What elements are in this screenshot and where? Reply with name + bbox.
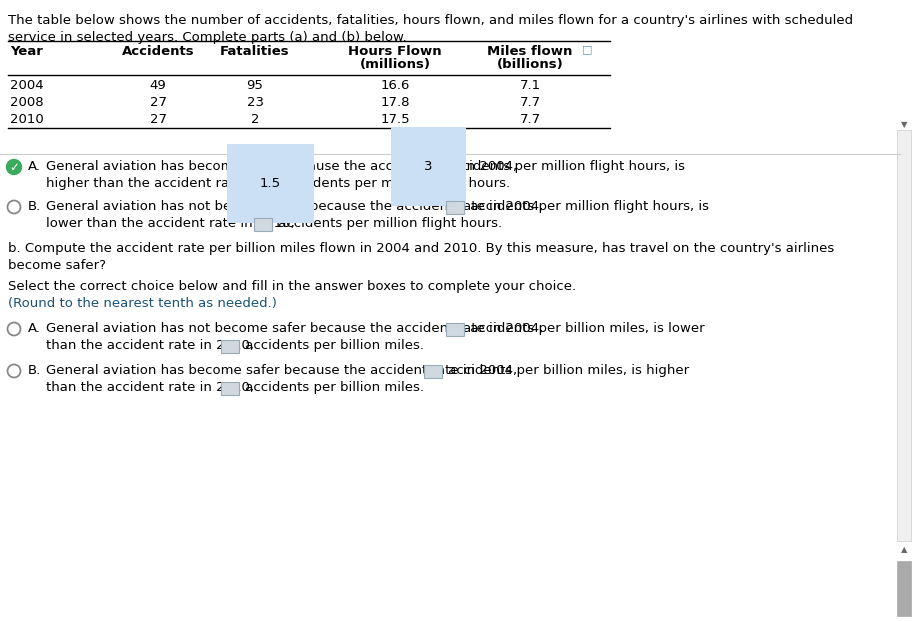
Text: 17.8: 17.8 xyxy=(380,96,410,109)
FancyBboxPatch shape xyxy=(221,382,239,395)
Text: ▲: ▲ xyxy=(901,545,907,554)
FancyBboxPatch shape xyxy=(416,134,460,151)
Text: 1.5: 1.5 xyxy=(260,177,281,190)
Text: service in selected years. Complete parts (a) and (b) below.: service in selected years. Complete part… xyxy=(8,31,407,44)
Text: 49: 49 xyxy=(149,79,167,92)
Text: □: □ xyxy=(582,44,592,54)
Text: accidents per million flight hours.: accidents per million flight hours. xyxy=(274,217,502,230)
Text: (millions): (millions) xyxy=(359,58,430,71)
Circle shape xyxy=(7,365,20,378)
Text: B.: B. xyxy=(28,200,41,213)
Text: than the accident rate in 2010,: than the accident rate in 2010, xyxy=(46,381,258,394)
Text: Hours Flown: Hours Flown xyxy=(348,45,442,58)
Text: 2004: 2004 xyxy=(10,79,43,92)
Text: ▼: ▼ xyxy=(901,120,907,129)
Text: accidents per million flight hours, is: accidents per million flight hours, is xyxy=(466,200,709,213)
Text: General aviation has not become safer because the accident rate in 2004,: General aviation has not become safer be… xyxy=(46,322,547,335)
Text: accidents per million flight hours.: accidents per million flight hours. xyxy=(282,177,510,190)
FancyBboxPatch shape xyxy=(424,365,442,378)
Text: Miles flown: Miles flown xyxy=(487,45,573,58)
Text: 7.7: 7.7 xyxy=(519,113,541,126)
Text: accidents per billion miles.: accidents per billion miles. xyxy=(241,381,425,394)
Text: 17.5: 17.5 xyxy=(380,113,410,126)
Text: than the accident rate in 2010,: than the accident rate in 2010, xyxy=(46,339,258,352)
Circle shape xyxy=(7,322,20,335)
Text: accidents per billion miles.: accidents per billion miles. xyxy=(241,339,425,352)
Text: General aviation has not become safer because the accident rate in 2004,: General aviation has not become safer be… xyxy=(46,200,547,213)
Text: General aviation has become safer because the accident rate in 2004,: General aviation has become safer becaus… xyxy=(46,364,521,377)
Text: (billions): (billions) xyxy=(496,58,564,71)
Text: Select the correct choice below and fill in the answer boxes to complete your ch: Select the correct choice below and fill… xyxy=(8,280,577,293)
Circle shape xyxy=(6,160,21,175)
Text: Fatalities: Fatalities xyxy=(220,45,290,58)
Text: lower than the accident rate in 2010,: lower than the accident rate in 2010, xyxy=(46,217,299,230)
FancyBboxPatch shape xyxy=(446,201,464,214)
Text: b. Compute the accident rate per billion miles flown in 2004 and 2010. By this m: b. Compute the accident rate per billion… xyxy=(8,242,834,255)
Text: 2008: 2008 xyxy=(10,96,43,109)
Text: ✓: ✓ xyxy=(9,160,19,173)
FancyBboxPatch shape xyxy=(254,218,273,231)
Text: (Round to the nearest tenth as needed.): (Round to the nearest tenth as needed.) xyxy=(8,297,277,310)
Text: 95: 95 xyxy=(247,79,263,92)
Text: A.: A. xyxy=(28,322,41,335)
Text: become safer?: become safer? xyxy=(8,259,106,272)
Text: 16.6: 16.6 xyxy=(380,79,410,92)
Text: Year: Year xyxy=(10,45,43,58)
FancyBboxPatch shape xyxy=(221,340,239,353)
Text: B.: B. xyxy=(28,364,41,377)
Text: General aviation has become safer because the accident rate in 2004,: General aviation has become safer becaus… xyxy=(46,160,521,173)
FancyBboxPatch shape xyxy=(446,323,464,336)
Text: Accidents: Accidents xyxy=(122,45,194,58)
Text: 3: 3 xyxy=(424,160,433,173)
FancyBboxPatch shape xyxy=(897,561,911,616)
Text: 27: 27 xyxy=(149,96,167,109)
Circle shape xyxy=(7,201,20,214)
Text: 7.1: 7.1 xyxy=(519,79,541,92)
Text: 23: 23 xyxy=(247,96,263,109)
Text: accidents per billion miles, is higher: accidents per billion miles, is higher xyxy=(444,364,689,377)
Text: accidents per million flight hours, is: accidents per million flight hours, is xyxy=(442,160,685,173)
Text: A.: A. xyxy=(28,160,41,173)
Text: 27: 27 xyxy=(149,113,167,126)
Text: 7.7: 7.7 xyxy=(519,96,541,109)
Text: ...: ... xyxy=(433,141,443,151)
FancyBboxPatch shape xyxy=(897,130,911,541)
Text: The table below shows the number of accidents, fatalities, hours flown, and mile: The table below shows the number of acci… xyxy=(8,14,853,27)
Text: 2010: 2010 xyxy=(10,113,44,126)
Text: accidents per billion miles, is lower: accidents per billion miles, is lower xyxy=(466,322,705,335)
Text: higher than the accident rate in 2010,: higher than the accident rate in 2010, xyxy=(46,177,306,190)
Text: 2: 2 xyxy=(251,113,259,126)
